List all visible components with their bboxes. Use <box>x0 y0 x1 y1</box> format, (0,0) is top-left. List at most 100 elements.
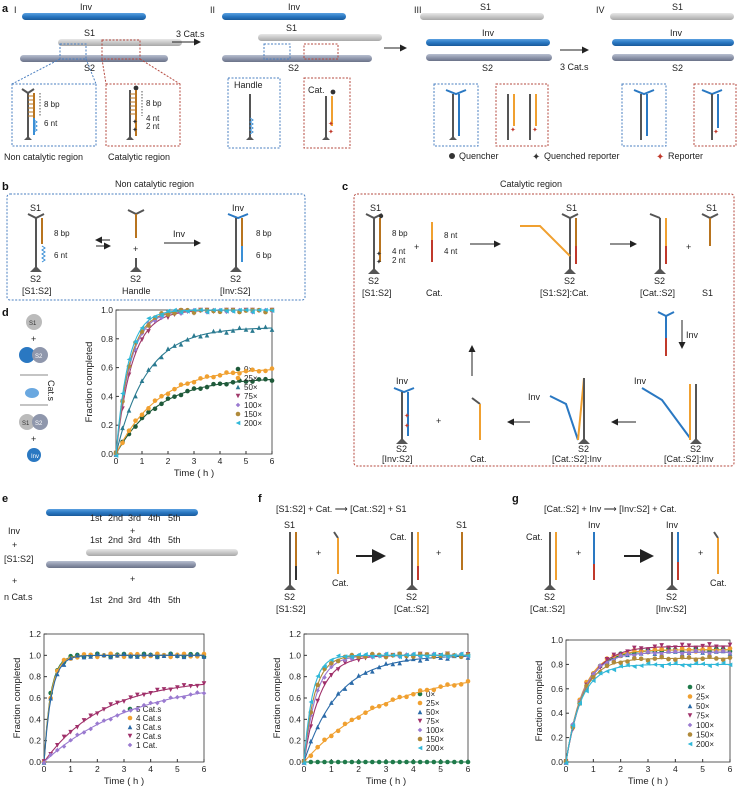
legend-label: 200× <box>426 744 444 753</box>
data-point <box>597 663 603 668</box>
data-point <box>101 652 107 658</box>
y-tick-label: 0.4 <box>551 708 563 718</box>
legend-marker <box>127 724 133 730</box>
c-s1-label: S1 <box>702 288 713 298</box>
data-point <box>445 682 450 687</box>
c-plus1: + <box>414 242 419 252</box>
data-point <box>61 734 67 740</box>
svg-text:✦: ✦ <box>132 126 138 134</box>
legend-label: 75× <box>244 392 258 401</box>
x-tick-label: 0 <box>42 764 47 774</box>
data-point <box>161 687 167 692</box>
data-point <box>181 654 187 660</box>
inv-strand-stage1 <box>22 13 146 20</box>
data-point <box>679 642 685 648</box>
data-point <box>108 654 113 660</box>
data-point <box>383 661 389 666</box>
data-point <box>632 664 637 669</box>
data-point <box>465 678 471 684</box>
s1-label: S1 <box>284 520 295 530</box>
data-point <box>75 732 80 738</box>
fit-curve <box>43 654 204 763</box>
y-tick-label: 0.4 <box>29 714 41 724</box>
legend-marker <box>235 402 241 408</box>
e-step1-bot: 1st <box>90 595 103 605</box>
x-tick-label: 3 <box>646 764 651 774</box>
legend-marker <box>417 727 423 733</box>
x-tick-label: 2 <box>618 764 623 774</box>
legend-label: 4 Cat.s <box>136 714 161 723</box>
x-tick-label: 6 <box>728 764 733 774</box>
data-point <box>707 645 712 651</box>
data-point <box>659 654 664 660</box>
s1-strand-stage2 <box>258 34 382 41</box>
data-point <box>243 327 249 332</box>
data-point <box>211 374 216 380</box>
y-axis-label: Fraction completed <box>534 661 545 742</box>
data-point <box>81 654 87 660</box>
b-complex-invs2: [Inv:S2] <box>220 286 251 296</box>
data-point <box>659 646 664 652</box>
data-point <box>168 651 173 657</box>
c-inv-down <box>657 311 675 356</box>
data-point <box>342 721 348 727</box>
data-point <box>115 713 120 718</box>
data-point <box>390 759 396 765</box>
data-point <box>363 670 368 675</box>
c-8bp: 8 bp <box>392 229 408 238</box>
data-point <box>165 396 171 401</box>
data-point <box>679 651 685 656</box>
data-point <box>75 725 80 730</box>
data-point <box>625 659 630 664</box>
legend-label: 150× <box>696 731 714 740</box>
data-point <box>397 759 402 765</box>
cat-duplex-stage3: ✦ ✦ <box>507 94 538 140</box>
data-point <box>121 699 127 704</box>
data-point <box>411 651 416 657</box>
data-point <box>191 333 197 338</box>
data-point <box>673 660 678 666</box>
noncat-duplex <box>21 88 38 140</box>
data-point <box>211 307 216 313</box>
data-point <box>152 361 158 367</box>
svg-text:✦: ✦ <box>376 258 382 266</box>
y-tick-label: 0.6 <box>551 684 563 694</box>
c-inv-arrow: Inv <box>686 330 699 340</box>
data-point <box>652 644 658 650</box>
data-point <box>356 715 361 720</box>
x-tick-label: 6 <box>466 764 471 774</box>
e-step5-bot: 5th <box>168 595 181 605</box>
data-point <box>121 651 127 657</box>
data-point <box>673 648 678 654</box>
cat-label: Cat. <box>390 532 407 542</box>
data-point <box>383 759 389 765</box>
data-point <box>638 663 644 669</box>
handle-detail-box <box>227 77 281 149</box>
x-tick-label: 5 <box>244 456 249 466</box>
legend-marker <box>417 745 423 751</box>
data-point <box>417 688 423 693</box>
legend-label: 100× <box>426 726 444 735</box>
data-point <box>404 652 409 658</box>
y-tick-label: 0.2 <box>101 420 113 430</box>
svg-text:✦: ✦ <box>713 128 719 136</box>
inv-strand-stage3 <box>426 39 550 46</box>
data-point <box>217 381 223 387</box>
svg-text:✦: ✦ <box>328 120 334 128</box>
data-point <box>159 313 164 318</box>
detail-box <box>495 83 549 147</box>
data-point <box>224 308 229 314</box>
data-point <box>445 759 450 765</box>
data-point <box>638 651 644 657</box>
cat-4nt: 4 nt <box>146 114 160 123</box>
data-point <box>243 379 249 384</box>
noncat-6nt: 6 nt <box>44 119 58 128</box>
s2-bead-icon <box>32 347 48 363</box>
data-point <box>95 721 100 726</box>
data-point <box>322 759 327 765</box>
data-point <box>55 743 60 748</box>
b-handle: Handle <box>122 286 151 296</box>
handle-strand <box>130 258 142 272</box>
cat-icon <box>25 388 39 398</box>
data-point <box>329 733 334 739</box>
